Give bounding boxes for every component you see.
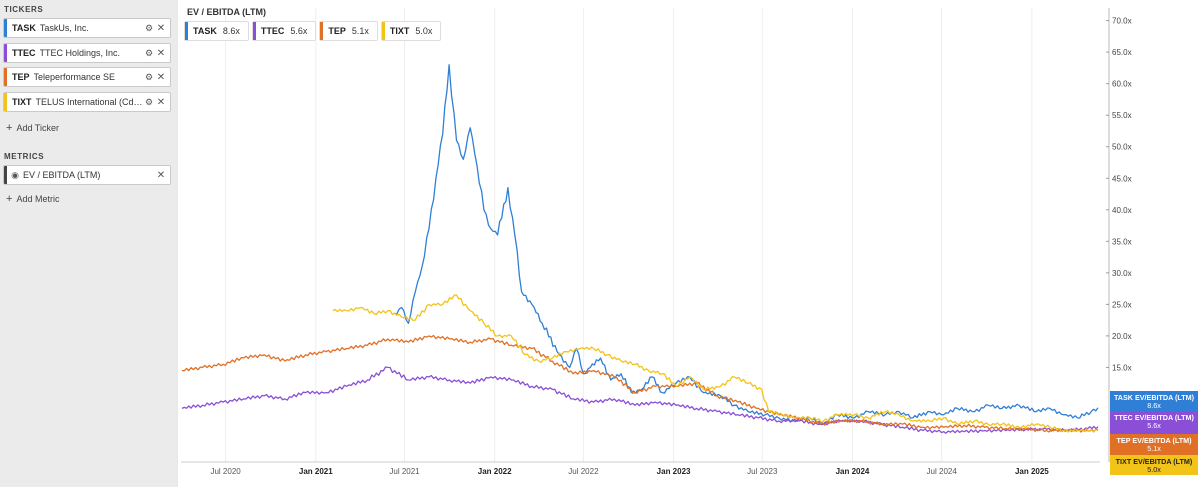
y-tick-label: 45.0x bbox=[1112, 174, 1132, 183]
metric-name: EV / EBITDA (LTM) bbox=[23, 170, 101, 180]
series-end-tag-value: 5.0x bbox=[1147, 465, 1161, 474]
y-tick-label: 25.0x bbox=[1112, 300, 1132, 309]
ticker-color-stripe bbox=[4, 93, 7, 111]
legend-swatch bbox=[381, 22, 385, 40]
legend-value: 5.1x bbox=[351, 26, 369, 36]
series-line-tep bbox=[181, 334, 1099, 433]
y-tick-label: 60.0x bbox=[1112, 80, 1132, 89]
ticker-color-stripe bbox=[4, 19, 7, 37]
legend-item-ttec[interactable]: TTEC 5.6x bbox=[251, 21, 317, 41]
legend-item-task[interactable]: TASK 8.6x bbox=[184, 21, 249, 41]
legend-item-tixt[interactable]: TIXT 5.0x bbox=[380, 21, 442, 41]
x-tick-label: Jul 2022 bbox=[568, 467, 599, 476]
x-tick-label: Jan 2022 bbox=[478, 467, 512, 476]
legend-item-tep[interactable]: TEP 5.1x bbox=[319, 21, 378, 41]
ticker-name: Teleperformance SE bbox=[33, 72, 116, 82]
line-chart: Jul 2020 Jan 2021 Jul 2021 Jan 2022 Jul 2022… bbox=[181, 8, 1198, 476]
add-ticker-button[interactable]: + Add Ticker bbox=[6, 121, 59, 134]
legend-symbol: TASK bbox=[193, 26, 217, 36]
ticker-name: TELUS International (Cda... bbox=[35, 97, 144, 107]
plus-icon: + bbox=[6, 121, 13, 134]
y-tick-label: 40.0x bbox=[1112, 206, 1132, 215]
x-tick-label: Jan 2025 bbox=[1015, 467, 1049, 476]
plus-icon: + bbox=[6, 192, 13, 205]
add-ticker-label: Add Ticker bbox=[16, 123, 59, 133]
legend-value: 8.6x bbox=[222, 26, 240, 36]
add-metric-button[interactable]: + Add Metric bbox=[6, 192, 60, 205]
ticker-pill-tep[interactable]: TEP Teleperformance SE ⚙ ✕ bbox=[3, 67, 171, 87]
metrics-section-title: METRICS bbox=[4, 152, 45, 161]
ticker-symbol: TIXT bbox=[12, 97, 32, 107]
ticker-name: TTEC Holdings, Inc. bbox=[39, 48, 121, 58]
close-icon[interactable]: ✕ bbox=[156, 169, 166, 181]
chart-panel: Jul 2020 Jan 2021 Jul 2021 Jan 2022 Jul 2022… bbox=[178, 0, 1200, 487]
ticker-symbol: TTEC bbox=[12, 48, 36, 58]
close-icon[interactable]: ✕ bbox=[156, 47, 166, 59]
metric-stripe bbox=[4, 166, 7, 184]
sidebar: TICKERS TASK TaskUs, Inc. ⚙ ✕ TTEC TTEC … bbox=[0, 0, 176, 487]
ticker-pill-tixt[interactable]: TIXT TELUS International (Cda... ⚙ ✕ bbox=[3, 92, 171, 112]
x-tick-label: Jul 2023 bbox=[747, 467, 778, 476]
y-tick-label: 15.0x bbox=[1112, 363, 1132, 372]
y-tick-label: 55.0x bbox=[1112, 111, 1132, 120]
chart-legend: TASK 8.6x TTEC 5.6x TEP 5.1x TIXT 5.0x bbox=[184, 21, 442, 41]
close-icon[interactable]: ✕ bbox=[156, 96, 166, 108]
series-end-tag-value: 5.6x bbox=[1147, 421, 1161, 430]
y-tick-label: 50.0x bbox=[1112, 143, 1132, 152]
x-tick-label: Jul 2024 bbox=[927, 467, 958, 476]
close-icon[interactable]: ✕ bbox=[156, 22, 166, 34]
ticker-symbol: TEP bbox=[12, 72, 30, 82]
legend-symbol: TTEC bbox=[260, 26, 285, 36]
series-end-tag bbox=[1110, 434, 1198, 455]
legend-swatch bbox=[185, 22, 188, 40]
y-tick-label: 35.0x bbox=[1112, 237, 1132, 246]
series-end-tag bbox=[1110, 391, 1198, 414]
series-end-tag-title: TIXT EV/EBITDA (LTM) bbox=[1116, 457, 1193, 466]
gear-icon[interactable]: ⚙ bbox=[144, 22, 154, 33]
legend-symbol: TIXT bbox=[389, 26, 410, 36]
y-tick-label: 70.0x bbox=[1112, 17, 1132, 26]
legend-swatch bbox=[252, 22, 256, 40]
metric-pill-ev-ebitda[interactable]: ◉ EV / EBITDA (LTM) ✕ bbox=[3, 165, 171, 185]
series-end-tag-title: TTEC EV/EBITDA (LTM) bbox=[1114, 413, 1194, 422]
x-tick-label: Jan 2024 bbox=[836, 467, 870, 476]
series-end-tag bbox=[1110, 455, 1198, 475]
series-end-tag bbox=[1110, 411, 1198, 434]
add-metric-label: Add Metric bbox=[16, 194, 60, 204]
tickers-section-title: TICKERS bbox=[4, 5, 44, 14]
series-line-tixt bbox=[332, 294, 1099, 433]
series-end-tag-title: TEP EV/EBITDA (LTM) bbox=[1117, 436, 1193, 445]
legend-swatch bbox=[320, 22, 324, 40]
eye-icon[interactable]: ◉ bbox=[11, 169, 19, 180]
series-line-task bbox=[394, 64, 1099, 425]
ticker-pill-task[interactable]: TASK TaskUs, Inc. ⚙ ✕ bbox=[3, 18, 171, 38]
x-tick-label: Jan 2021 bbox=[299, 467, 333, 476]
series-end-tag-title: TASK EV/EBITDA (LTM) bbox=[1114, 393, 1195, 402]
gear-icon[interactable]: ⚙ bbox=[144, 47, 154, 58]
ticker-color-stripe bbox=[4, 44, 7, 62]
y-tick-label: 20.0x bbox=[1112, 332, 1132, 341]
ticker-name: TaskUs, Inc. bbox=[39, 23, 89, 33]
x-tick-label: Jul 2021 bbox=[389, 467, 420, 476]
legend-symbol: TEP bbox=[328, 26, 346, 36]
gear-icon[interactable]: ⚙ bbox=[144, 96, 154, 107]
gear-icon[interactable]: ⚙ bbox=[144, 71, 154, 82]
series-end-tag-value: 8.6x bbox=[1147, 401, 1161, 410]
y-tick-label: 65.0x bbox=[1112, 48, 1132, 57]
legend-value: 5.0x bbox=[415, 26, 433, 36]
chart-title: EV / EBITDA (LTM) bbox=[187, 7, 266, 17]
ticker-symbol: TASK bbox=[12, 23, 36, 33]
ticker-pill-ttec[interactable]: TTEC TTEC Holdings, Inc. ⚙ ✕ bbox=[3, 43, 171, 63]
ticker-color-stripe bbox=[4, 68, 7, 86]
y-tick-label: 30.0x bbox=[1112, 269, 1132, 278]
series-end-tag-value: 5.1x bbox=[1147, 444, 1161, 453]
close-icon[interactable]: ✕ bbox=[156, 71, 166, 83]
legend-value: 5.6x bbox=[290, 26, 308, 36]
x-tick-label: Jul 2020 bbox=[210, 467, 241, 476]
series-line-ttec bbox=[181, 366, 1099, 434]
x-tick-label: Jan 2023 bbox=[657, 467, 691, 476]
